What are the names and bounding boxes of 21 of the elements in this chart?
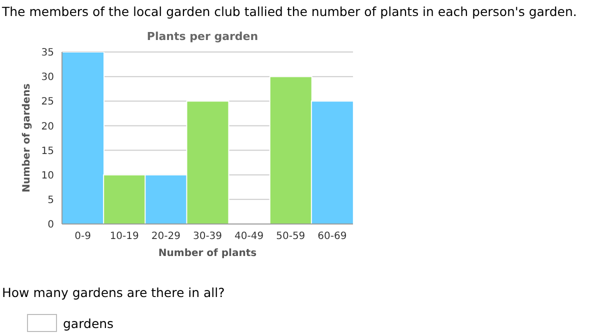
- x-tick-label: 20-29: [151, 231, 180, 242]
- x-tick-label: 10-19: [110, 231, 139, 242]
- y-tick-label: 35: [41, 48, 54, 59]
- y-tick-label: 30: [41, 72, 54, 84]
- y-tick-label: 10: [41, 170, 54, 182]
- x-tick-label: 40-49: [234, 231, 264, 242]
- y-tick-label: 25: [41, 96, 54, 108]
- text: gardens: [63, 316, 114, 331]
- x-tick-label: 30-39: [192, 231, 222, 242]
- chart-title: Plants per garden: [146, 30, 260, 43]
- y-axis-title: Number of gardens: [22, 84, 33, 192]
- y-tick-label: 20: [41, 121, 54, 132]
- y-tick-label: 0: [48, 220, 54, 231]
- y-tick-label: 5: [48, 194, 54, 206]
- text: The members of the local garden club tallied the number of plants in each person's garden.: [2, 4, 577, 19]
- x-tick-label: 0-9: [74, 231, 91, 242]
- x-tick-label: 50-59: [276, 231, 306, 242]
- text: How many gardens are there in all?: [2, 285, 225, 300]
- x-axis-title: Number of plants: [158, 248, 257, 259]
- x-tick-label: 60-69: [318, 231, 347, 242]
- y-tick-label: 15: [41, 146, 54, 157]
